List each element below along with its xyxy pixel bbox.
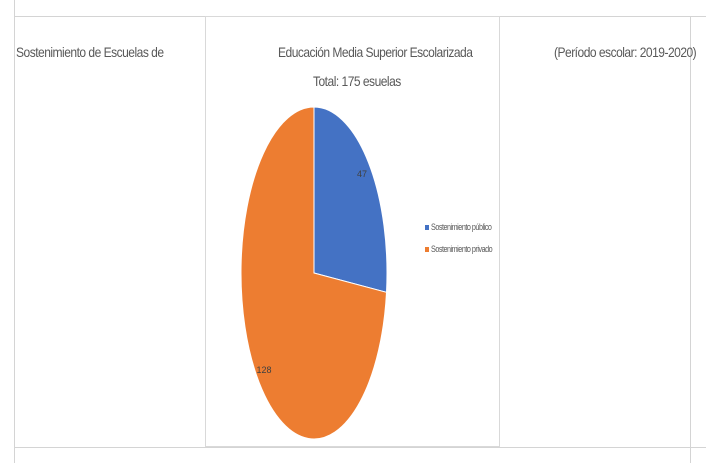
- legend-item-public: Sostenimiento público: [425, 216, 507, 238]
- legend-label-public: Sostenimiento público: [431, 222, 492, 232]
- pie-slice-private[interactable]: [240, 106, 388, 440]
- pie-slice-public[interactable]: [313, 106, 388, 293]
- data-label-private: 128: [256, 365, 271, 375]
- header-left-text: Sostenimiento de Escuelas de: [16, 44, 164, 60]
- legend-item-private: Sostenimiento privado: [425, 238, 507, 260]
- chart-title: Educación Media Superior Escolarizada: [278, 44, 473, 60]
- header-right-text: (Período escolar: 2019-2020): [554, 44, 697, 60]
- legend-swatch-public: [425, 224, 429, 230]
- grid-line: [14, 447, 706, 448]
- data-label-public: 47: [357, 169, 367, 179]
- legend-label-private: Sostenimiento privado: [431, 244, 493, 254]
- legend-swatch-private: [425, 246, 429, 252]
- grid-line: [14, 0, 15, 463]
- grid-line: [690, 16, 691, 463]
- chart-legend: Sostenimiento público Sostenimiento priv…: [425, 216, 507, 260]
- chart-subtitle: Total: 175 esuelas: [313, 73, 401, 89]
